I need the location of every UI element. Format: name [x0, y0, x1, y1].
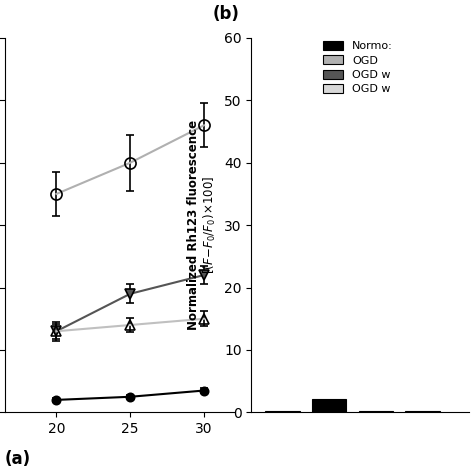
Bar: [405, 410, 440, 412]
Legend: Normo:, OGD, OGD w, OGD w: Normo:, OGD, OGD w, OGD w: [322, 40, 394, 95]
Bar: [359, 410, 393, 412]
Text: (a): (a): [5, 450, 31, 468]
Bar: [312, 399, 346, 412]
Y-axis label: Normalized Rh123 fluorescence
$[(F\!-\!F_0/F_0)\!\times\!100]$: Normalized Rh123 fluorescence $[(F\!-\!F…: [187, 120, 219, 330]
Text: (b): (b): [212, 5, 239, 23]
Bar: [265, 410, 300, 412]
